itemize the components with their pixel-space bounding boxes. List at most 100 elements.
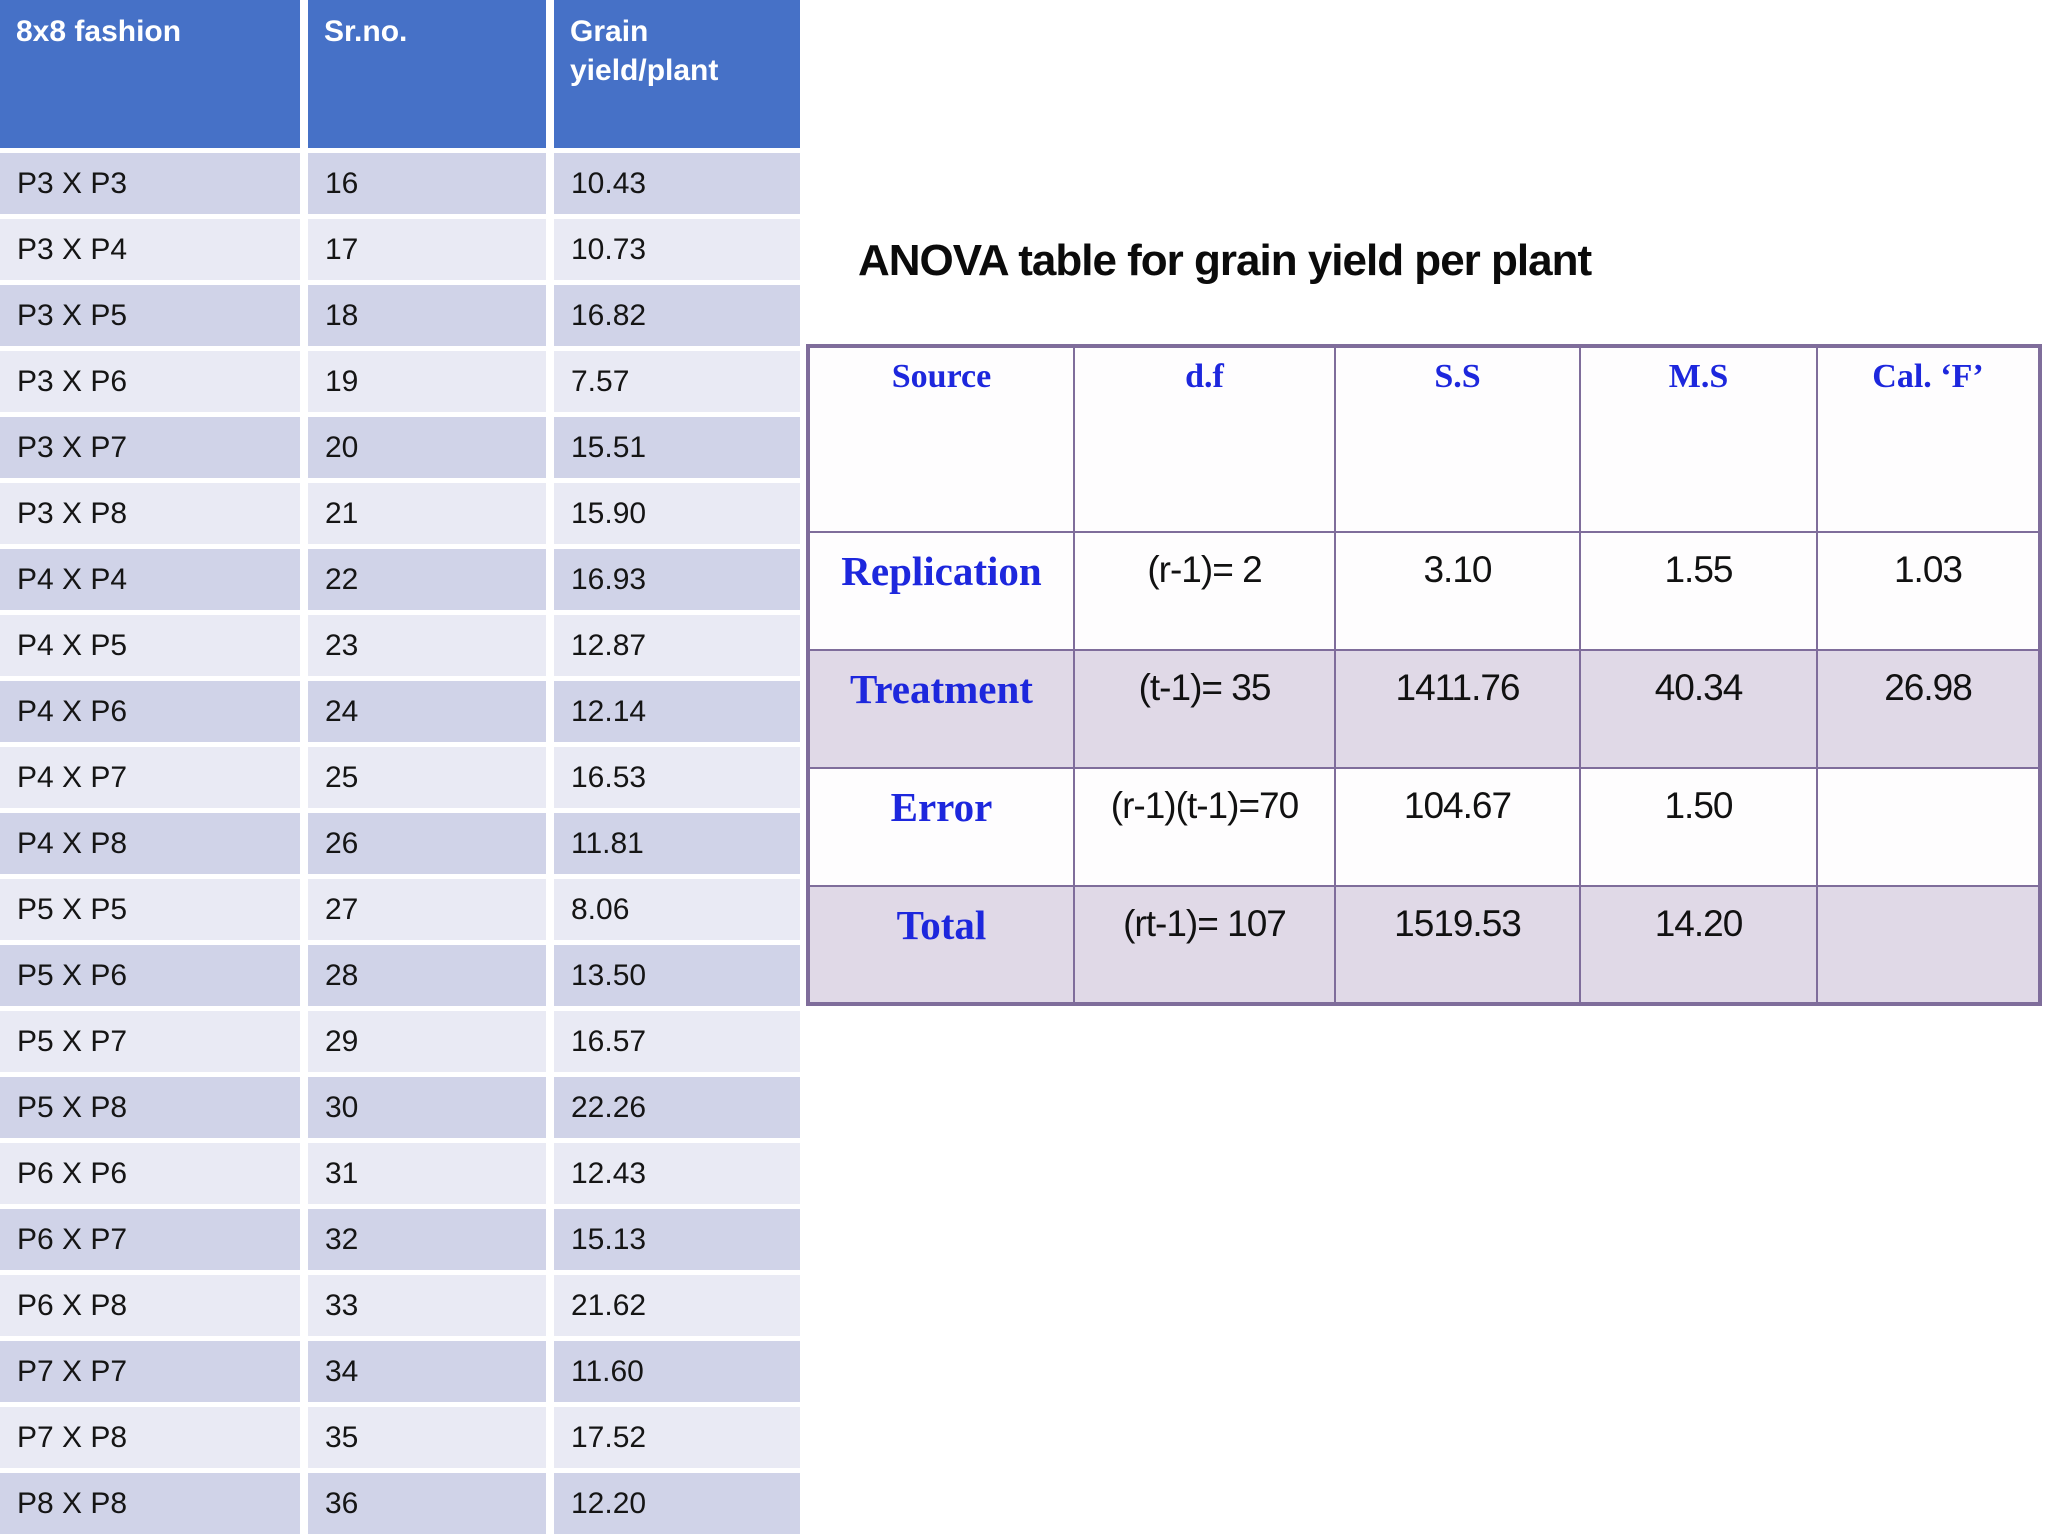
grain-cell-srno: 18 <box>308 285 546 346</box>
grain-cell-yield: 15.51 <box>554 417 800 478</box>
anova-ms-cell: 14.20 <box>1579 885 1818 1005</box>
grain-cell-yield: 12.43 <box>554 1143 800 1204</box>
grain-cell-cross: P6 X P6 <box>0 1143 300 1204</box>
anova-title: ANOVA table for grain yield per plant <box>858 236 1592 285</box>
grain-cell-cross: P3 X P3 <box>0 153 300 214</box>
grain-cell-srno: 23 <box>308 615 546 676</box>
grain-cell-cross: P3 X P5 <box>0 285 300 346</box>
grain-cell-cross: P8 X P8 <box>0 1473 300 1534</box>
grain-cell-yield: 16.93 <box>554 549 800 610</box>
anova-table: Source d.f S.S M.S Cal. ‘F’ Replication … <box>806 344 2042 1006</box>
grain-cell-srno: 20 <box>308 417 546 478</box>
grain-cell-cross: P3 X P6 <box>0 351 300 412</box>
grain-cell-srno: 24 <box>308 681 546 742</box>
anova-f-cell <box>1816 885 2041 1005</box>
grain-cell-srno: 19 <box>308 351 546 412</box>
grain-cell-yield: 10.43 <box>554 153 800 214</box>
anova-f-cell: 1.03 <box>1816 531 2041 651</box>
grain-cell-cross: P7 X P7 <box>0 1341 300 1402</box>
grain-cell-srno: 28 <box>308 945 546 1006</box>
grain-cell-yield: 13.50 <box>554 945 800 1006</box>
anova-ss-cell: 1411.76 <box>1334 649 1581 769</box>
grain-cell-srno: 33 <box>308 1275 546 1336</box>
grain-cell-cross: P5 X P5 <box>0 879 300 940</box>
grain-cell-cross: P3 X P4 <box>0 219 300 280</box>
grain-cell-srno: 17 <box>308 219 546 280</box>
anova-source-cell: Replication <box>807 531 1075 651</box>
grain-cell-srno: 25 <box>308 747 546 808</box>
grain-cell-cross: P4 X P5 <box>0 615 300 676</box>
grain-cell-yield: 15.13 <box>554 1209 800 1270</box>
anova-row: Error (r-1)(t-1)=70 104.67 1.50 <box>807 767 2041 887</box>
anova-row: Treatment (t-1)= 35 1411.76 40.34 26.98 <box>807 649 2041 769</box>
grain-cell-yield: 16.82 <box>554 285 800 346</box>
grain-cell-cross: P6 X P7 <box>0 1209 300 1270</box>
anova-header-df: d.f <box>1073 345 1336 533</box>
grain-cell-cross: P6 X P8 <box>0 1275 300 1336</box>
anova-source-cell: Error <box>807 767 1075 887</box>
grain-cell-cross: P3 X P8 <box>0 483 300 544</box>
anova-header-source: Source <box>807 345 1075 533</box>
grain-cell-srno: 34 <box>308 1341 546 1402</box>
grain-cell-srno: 21 <box>308 483 546 544</box>
anova-row: Total (rt-1)= 107 1519.53 14.20 <box>807 885 2041 1005</box>
grain-cell-srno: 32 <box>308 1209 546 1270</box>
grain-cell-cross: P4 X P8 <box>0 813 300 874</box>
grain-cell-yield: 15.90 <box>554 483 800 544</box>
grain-header-fashion: 8x8 fashion <box>0 0 300 148</box>
grain-cell-srno: 31 <box>308 1143 546 1204</box>
anova-f-cell <box>1816 767 2041 887</box>
grain-cell-srno: 27 <box>308 879 546 940</box>
anova-header-calf: Cal. ‘F’ <box>1816 345 2041 533</box>
grain-cell-srno: 35 <box>308 1407 546 1468</box>
anova-table-body: Replication (r-1)= 2 3.10 1.55 1.03 Trea… <box>807 531 2041 1005</box>
anova-header-row: Source d.f S.S M.S Cal. ‘F’ <box>807 345 2041 533</box>
anova-source-cell: Treatment <box>807 649 1075 769</box>
grain-header-yield: Grain yield/plant <box>554 0 800 148</box>
grain-cell-yield: 11.81 <box>554 813 800 874</box>
grain-cell-srno: 36 <box>308 1473 546 1534</box>
anova-df-cell: (r-1)(t-1)=70 <box>1073 767 1336 887</box>
anova-ms-cell: 1.50 <box>1579 767 1818 887</box>
grain-cell-yield: 16.57 <box>554 1011 800 1072</box>
grain-cell-cross: P5 X P8 <box>0 1077 300 1138</box>
anova-df-cell: (t-1)= 35 <box>1073 649 1336 769</box>
anova-ss-cell: 3.10 <box>1334 531 1581 651</box>
grain-header-srno: Sr.no. <box>308 0 546 148</box>
anova-f-cell: 26.98 <box>1816 649 2041 769</box>
grain-cell-yield: 12.14 <box>554 681 800 742</box>
anova-header-ss: S.S <box>1334 345 1581 533</box>
anova-source-cell: Total <box>807 885 1075 1005</box>
grain-cell-srno: 30 <box>308 1077 546 1138</box>
grain-cell-yield: 17.52 <box>554 1407 800 1468</box>
grain-cell-cross: P3 X P7 <box>0 417 300 478</box>
anova-header-ms: M.S <box>1579 345 1818 533</box>
grain-cell-yield: 21.62 <box>554 1275 800 1336</box>
grain-cell-cross: P4 X P6 <box>0 681 300 742</box>
anova-ms-cell: 1.55 <box>1579 531 1818 651</box>
grain-cell-yield: 12.87 <box>554 615 800 676</box>
grain-cell-srno: 26 <box>308 813 546 874</box>
anova-row: Replication (r-1)= 2 3.10 1.55 1.03 <box>807 531 2041 651</box>
grain-cell-yield: 12.20 <box>554 1473 800 1534</box>
grain-cell-cross: P7 X P8 <box>0 1407 300 1468</box>
grain-cell-srno: 22 <box>308 549 546 610</box>
grain-cell-yield: 10.73 <box>554 219 800 280</box>
grain-cell-srno: 16 <box>308 153 546 214</box>
grain-table-grid: 8x8 fashion Sr.no. Grain yield/plant P3 … <box>0 0 800 1536</box>
grain-cell-cross: P4 X P7 <box>0 747 300 808</box>
anova-ss-cell: 1519.53 <box>1334 885 1581 1005</box>
anova-df-cell: (r-1)= 2 <box>1073 531 1336 651</box>
anova-ss-cell: 104.67 <box>1334 767 1581 887</box>
grain-cell-yield: 16.53 <box>554 747 800 808</box>
grain-cell-cross: P5 X P7 <box>0 1011 300 1072</box>
grain-cell-cross: P4 X P4 <box>0 549 300 610</box>
anova-df-cell: (rt-1)= 107 <box>1073 885 1336 1005</box>
anova-ms-cell: 40.34 <box>1579 649 1818 769</box>
grain-cell-srno: 29 <box>308 1011 546 1072</box>
grain-cell-cross: P5 X P6 <box>0 945 300 1006</box>
grain-cell-yield: 7.57 <box>554 351 800 412</box>
grain-cell-yield: 8.06 <box>554 879 800 940</box>
grain-cell-yield: 22.26 <box>554 1077 800 1138</box>
